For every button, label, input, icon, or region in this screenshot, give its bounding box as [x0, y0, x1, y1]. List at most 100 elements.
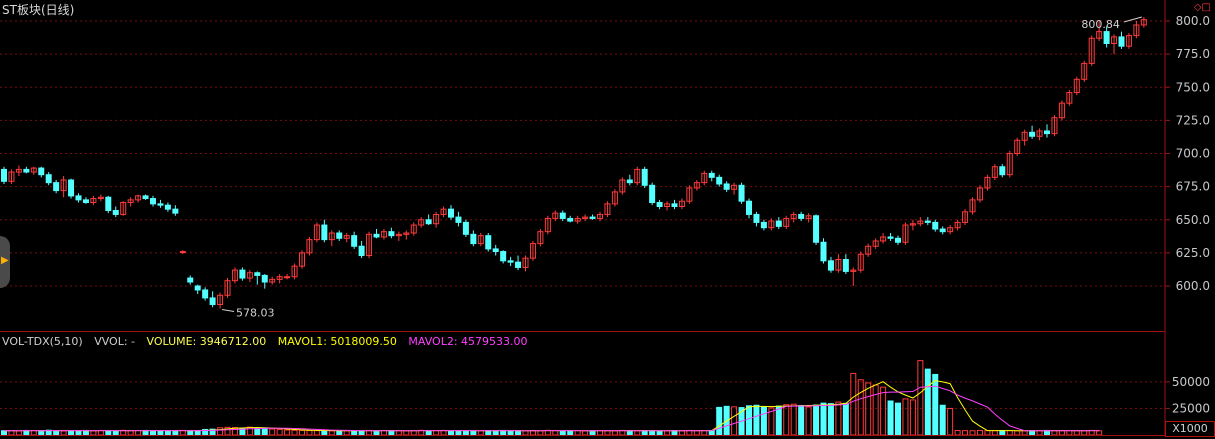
candle-body — [217, 294, 224, 306]
volume-bar — [947, 407, 954, 436]
price-tick-label: 600.0 — [1176, 279, 1210, 293]
side-panel-handle[interactable]: ▶ — [0, 236, 10, 288]
candle-body — [8, 171, 15, 182]
candle-body — [291, 265, 298, 278]
bottom-separator — [0, 435, 1165, 436]
candle-body — [790, 213, 797, 219]
candle-body — [984, 176, 991, 189]
ma-lines — [3, 380, 1100, 432]
candle-body — [343, 235, 350, 239]
candle-body — [738, 184, 745, 202]
candle-body — [187, 277, 194, 283]
candle-body — [872, 240, 879, 247]
candle-body — [45, 174, 52, 184]
candle-body — [231, 269, 238, 282]
unit-button[interactable]: X1000 — [1165, 421, 1215, 437]
candle-body — [708, 172, 715, 178]
candle-body — [768, 220, 775, 229]
candle-body — [75, 195, 82, 201]
candle-body — [455, 216, 462, 223]
candle-body — [395, 233, 402, 237]
volume-bar — [909, 399, 916, 436]
candle-body — [254, 272, 261, 276]
volume-bar — [217, 427, 224, 436]
candle-body — [887, 236, 894, 239]
candle-body — [1125, 35, 1132, 47]
candle-body — [723, 183, 730, 190]
volume-bar — [269, 428, 276, 436]
candle-body — [299, 252, 305, 267]
panel-separator — [0, 331, 1165, 332]
candle-body — [559, 212, 566, 219]
volume-bar — [820, 402, 827, 436]
candle-body — [418, 219, 425, 226]
chart-title: ST板块(日线) — [2, 3, 75, 17]
candle-body — [932, 221, 939, 230]
price-tick-label: 750.0 — [1176, 80, 1210, 94]
candle-body — [611, 191, 618, 205]
volume-bar — [917, 360, 924, 436]
candle-body — [358, 245, 365, 257]
candle-body — [746, 200, 752, 215]
candle-body — [284, 276, 291, 279]
candle-body — [1103, 31, 1110, 45]
price-tick-label: 650.0 — [1176, 213, 1210, 227]
panel-controls-icon[interactable]: ◇□ — [1193, 2, 1211, 13]
candle-body — [649, 184, 656, 204]
candle-body — [604, 203, 611, 215]
candle-body — [500, 251, 507, 262]
volume-bar — [760, 406, 767, 436]
candle-body — [1111, 36, 1118, 45]
candle-body — [105, 196, 112, 211]
candle-body — [179, 251, 186, 254]
candle-body — [246, 272, 253, 279]
candle-body — [753, 213, 760, 223]
candle-body — [1036, 130, 1043, 137]
candle-body — [671, 203, 678, 208]
candle-body — [939, 228, 946, 233]
volume-bars — [1, 360, 1103, 436]
price-grid — [0, 20, 1165, 287]
candle-body — [142, 195, 149, 200]
candle-body — [813, 215, 820, 243]
volume-bar — [976, 429, 983, 436]
candle-body — [552, 212, 559, 219]
candle-body — [991, 166, 998, 178]
candle-body — [701, 172, 708, 184]
candle-body — [38, 167, 45, 176]
candle-body — [641, 168, 648, 186]
mavol1-value: MAVOL1: 5018009.50 — [277, 335, 397, 348]
candle-body — [127, 199, 134, 204]
candle-body — [1058, 102, 1065, 119]
candle-body — [909, 223, 916, 226]
candle-body — [120, 202, 127, 215]
candle-body — [805, 215, 812, 219]
candle-body — [537, 231, 544, 245]
price-tick-label: 625.0 — [1176, 246, 1210, 260]
candle-body — [835, 259, 842, 271]
candle-body — [529, 243, 536, 259]
candle-body — [403, 232, 410, 235]
candle-body — [917, 220, 924, 225]
volume-bar — [746, 405, 752, 436]
low-label: 578.03 — [236, 307, 274, 320]
candle-body — [269, 278, 276, 283]
volume-bar — [798, 404, 805, 436]
candle-body — [239, 269, 246, 279]
candle-body — [410, 224, 417, 234]
candle-body — [23, 168, 30, 173]
candle-body — [716, 176, 723, 185]
candle-body — [1088, 37, 1095, 64]
candle-body — [366, 233, 373, 257]
candle-body — [1029, 131, 1036, 137]
volume-bar — [842, 402, 849, 436]
candle-body — [895, 237, 901, 243]
volume-bar — [299, 429, 305, 436]
candle-body — [1021, 131, 1028, 141]
candle-body — [522, 257, 529, 268]
volume-legend: VOL-TDX(5,10) VVOL: - VOLUME: 3946712.00… — [2, 335, 536, 348]
candle-body — [1073, 78, 1080, 94]
candle-body — [969, 199, 976, 213]
price-annotations: 800.84 578.03 — [221, 16, 1142, 320]
